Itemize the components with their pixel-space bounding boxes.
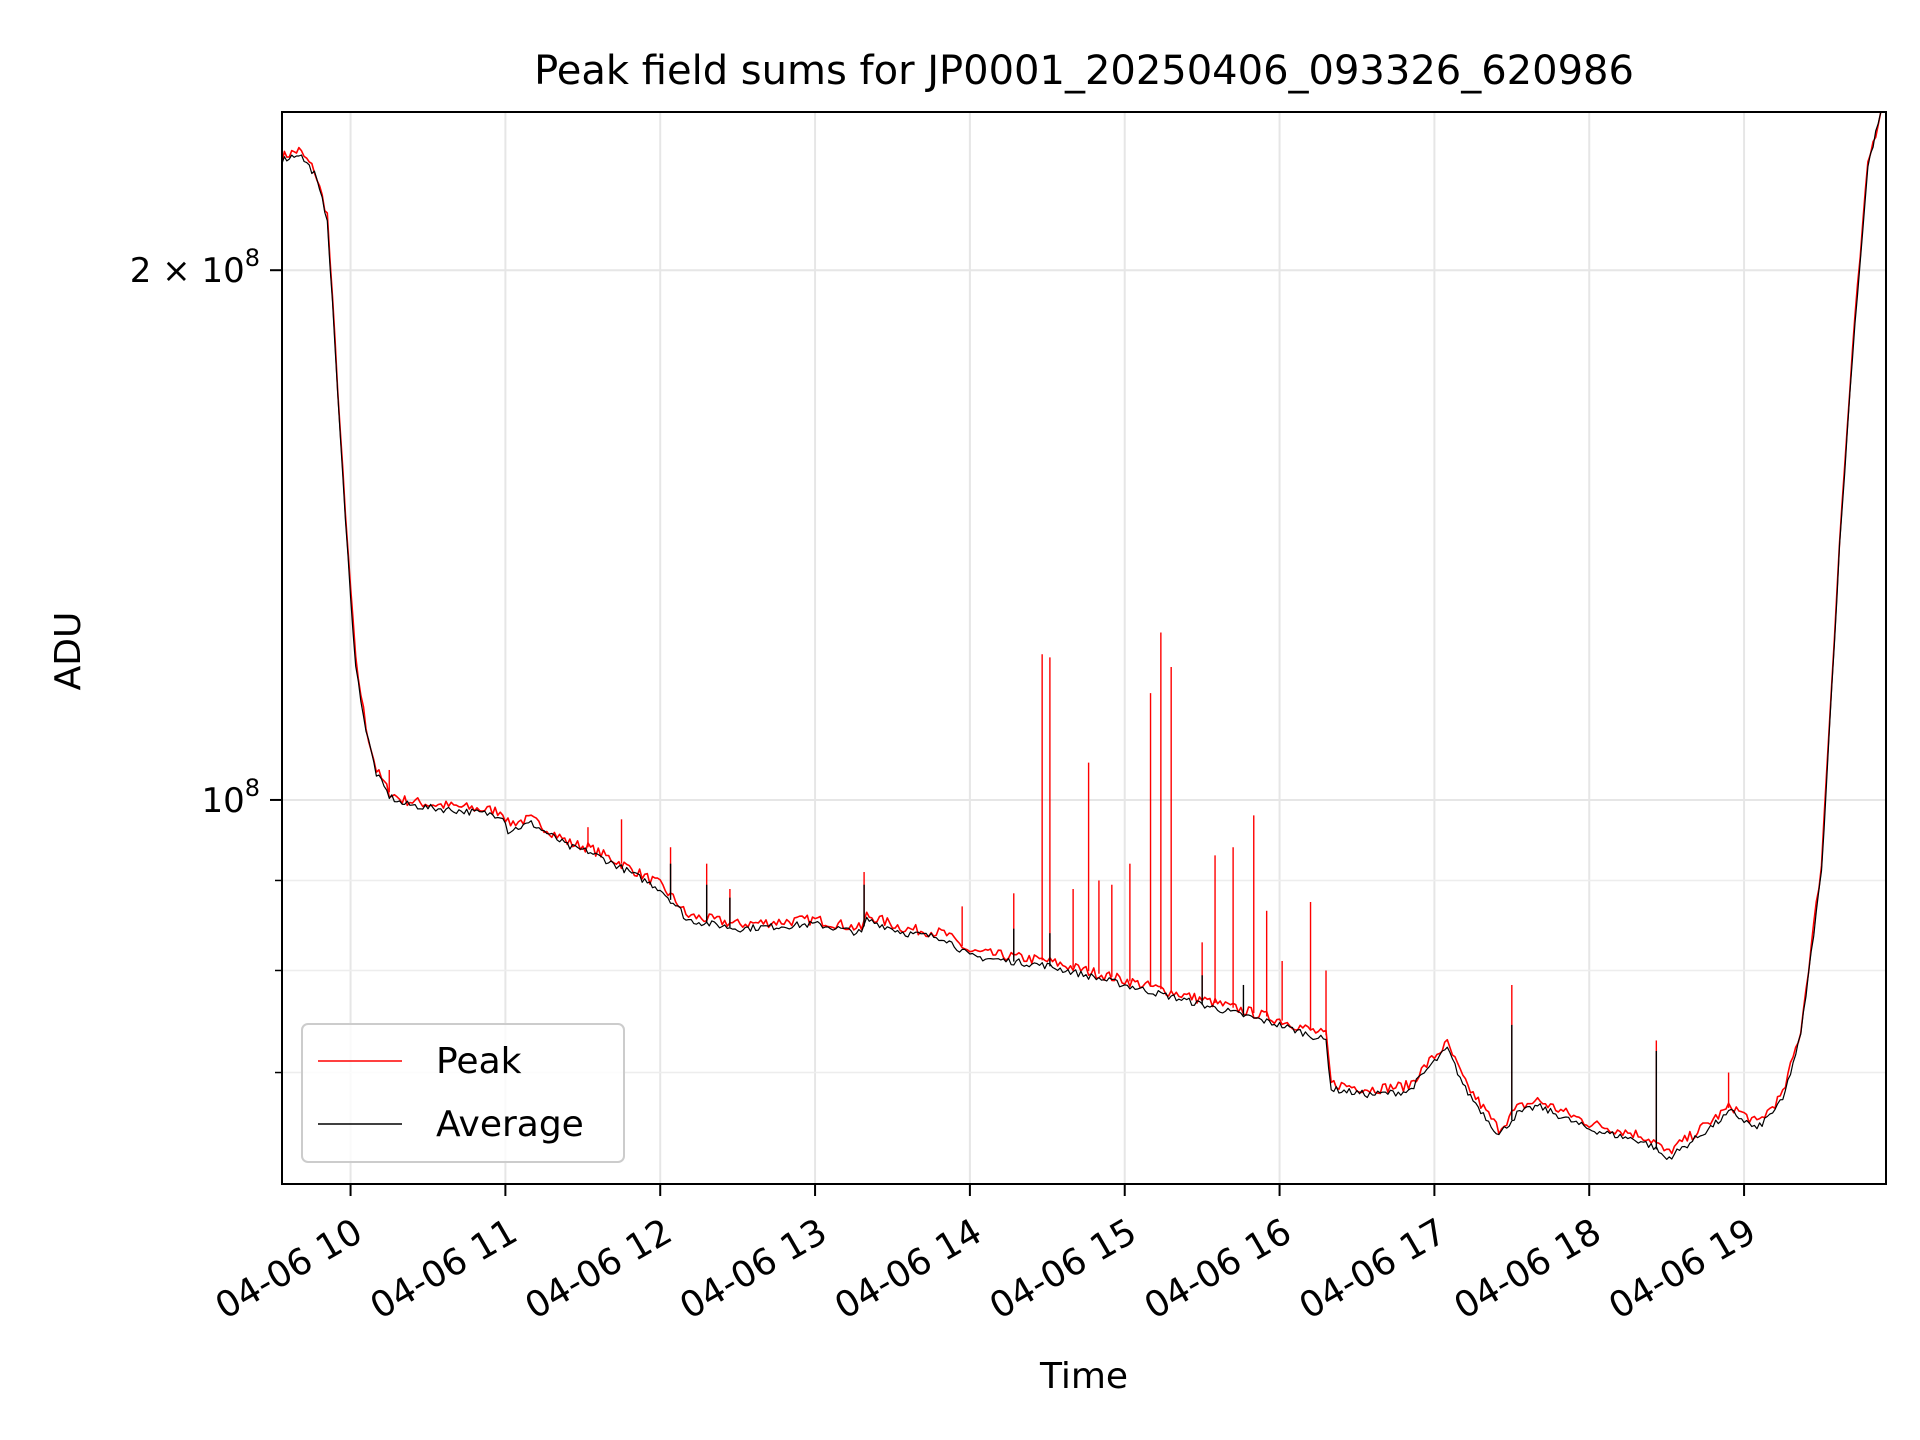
legend-label-average: Average — [436, 1104, 584, 1145]
series-lines — [282, 112, 1882, 1160]
legend-label-peak: Peak — [436, 1041, 522, 1082]
series-average — [282, 112, 1882, 1160]
grid — [282, 112, 1886, 1184]
y-tick-label: 2 × 108 — [130, 244, 260, 291]
legend: Peak Average — [301, 1023, 625, 1163]
chart-title: Peak field sums for JP0001_20250406_0933… — [534, 48, 1634, 94]
y-axis-label: ADU — [48, 612, 89, 691]
series-line-average — [282, 112, 1882, 1160]
legend-box — [301, 1023, 625, 1163]
x-axis-label: Time — [1039, 1356, 1128, 1397]
plot-frame — [281, 111, 1887, 1185]
y-tick-label: 108 — [201, 774, 260, 821]
